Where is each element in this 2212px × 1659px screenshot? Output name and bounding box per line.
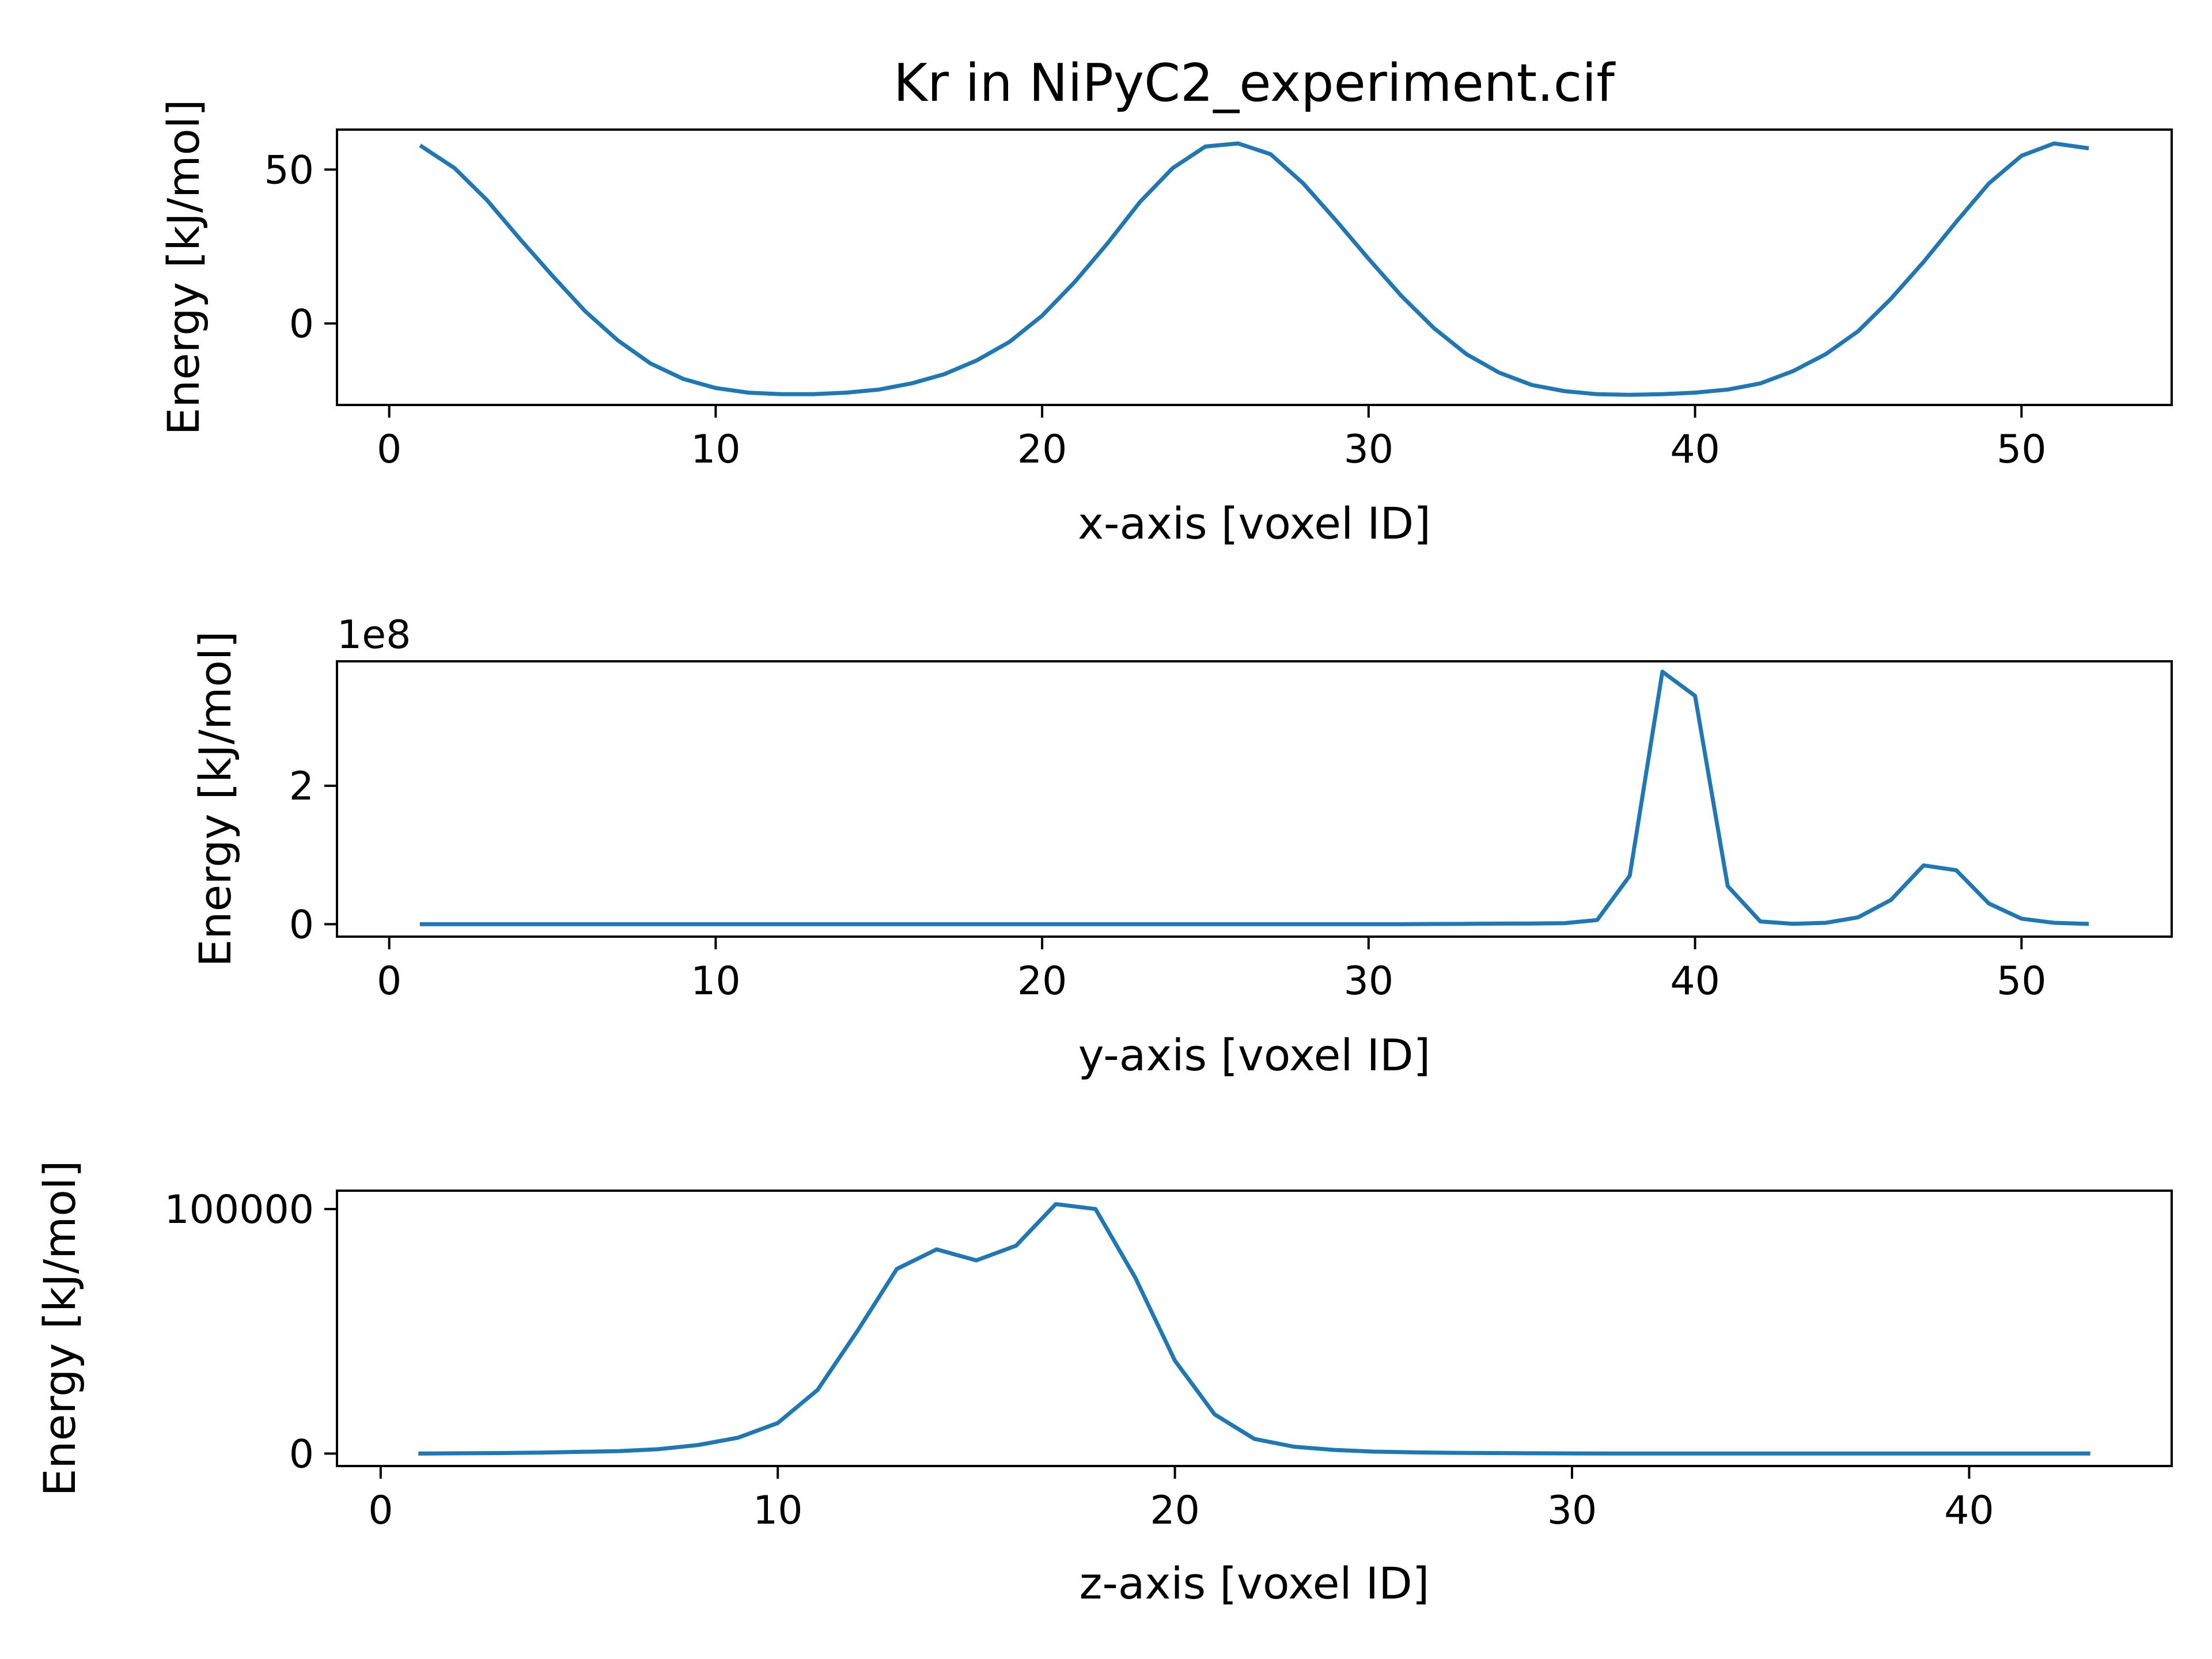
- x-axis-label-1: x-axis [voxel ID]: [1078, 498, 1431, 549]
- x-tick-label: 10: [691, 959, 741, 1004]
- y-tick-label: 2: [289, 764, 314, 809]
- subplot-2: 0 10 20 30 40 50 0 2 y-axis [voxel ID] Energy [kJ…: [190, 612, 2173, 1081]
- axes-frame-3: [336, 1190, 2173, 1467]
- subplot-1: 0 10 20 30 40 50 0 50 x-axis [voxel ID] Energy [k…: [158, 99, 2173, 549]
- x-tick-label: 0: [377, 427, 402, 472]
- x-tick-label: 10: [753, 1488, 803, 1533]
- axes-frame-1: [336, 128, 2173, 406]
- x-tick-label: 20: [1150, 1488, 1200, 1533]
- y-axis-label-1: Energy [kJ/mol]: [158, 99, 209, 435]
- series-line-kr-1: [419, 141, 2089, 397]
- x-axis-label-2: y-axis [voxel ID]: [1078, 1029, 1431, 1081]
- y-tick-label: 0: [289, 1431, 314, 1477]
- y-offset-label: 1e8: [337, 612, 411, 658]
- x-tick-label: 10: [691, 427, 741, 472]
- x-tick-label: 20: [1017, 959, 1067, 1004]
- y-tick-label: 100000: [164, 1187, 314, 1233]
- x-tick-label: 50: [1997, 427, 2047, 472]
- x-axis-label-3: z-axis [voxel ID]: [1080, 1558, 1430, 1609]
- subplot-3: 0 10 20 30 40 0 100000 z-axis [voxel ID] Energy …: [34, 1160, 2173, 1609]
- y-tick-label: 0: [289, 301, 314, 347]
- x-tick-label: 30: [1344, 427, 1394, 472]
- x-tick-label: 0: [377, 959, 402, 1004]
- x-tick-label: 50: [1997, 959, 2047, 1004]
- series-line-kr-2: [419, 669, 2089, 926]
- x-tick-label: 20: [1017, 427, 1067, 472]
- chart-title: Kr in NiPyC2_experiment.cif: [893, 53, 1616, 113]
- x-tick-label: 40: [1670, 959, 1720, 1004]
- x-tick-label: 30: [1344, 959, 1394, 1004]
- x-tick-label: 30: [1547, 1488, 1597, 1533]
- x-tick-label: 0: [368, 1488, 393, 1533]
- y-tick-label: 50: [264, 147, 314, 193]
- y-tick-label: 0: [289, 902, 314, 948]
- y-axis-label-2: Energy [kJ/mol]: [190, 631, 241, 967]
- x-tick-label: 40: [1670, 427, 1720, 472]
- axes-frame-2: [336, 660, 2173, 938]
- x-tick-label: 40: [1944, 1488, 1994, 1533]
- y-axis-label-3: Energy [kJ/mol]: [34, 1160, 85, 1496]
- series-line-kr-3: [418, 1202, 2090, 1456]
